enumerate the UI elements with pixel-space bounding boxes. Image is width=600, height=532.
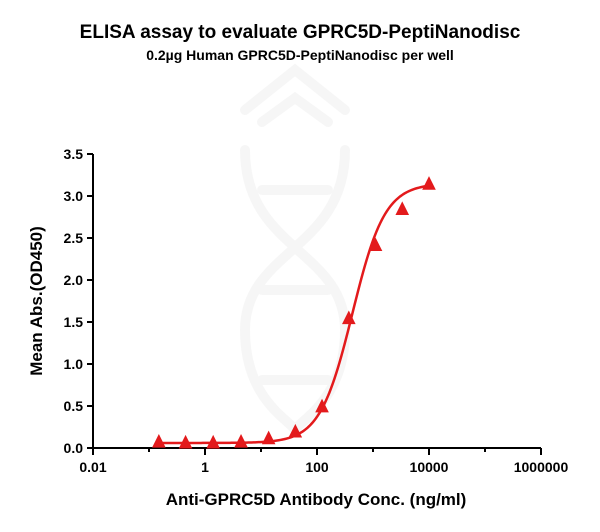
data-point-triangle (234, 434, 248, 448)
data-point-triangle (288, 423, 303, 438)
chart-title: ELISA assay to evaluate GPRC5D-PeptiNano… (79, 22, 521, 43)
y-tick-label: 1.5 (64, 314, 84, 330)
data-point-triangle (206, 434, 220, 449)
y-tick-label: 0.5 (64, 398, 84, 414)
y-tick-label: 3.0 (64, 188, 84, 204)
data-point-triangle (342, 310, 356, 325)
data-point-triangle (152, 434, 166, 448)
data-point-triangle (395, 201, 410, 215)
watermark-logo (239, 63, 351, 435)
x-tick-label: 1 (201, 459, 209, 475)
y-tick-label: 1.0 (64, 356, 84, 372)
y-axis-label: Mean Abs.(OD450) (27, 226, 46, 376)
data-point-triangle (178, 434, 193, 449)
chart-subtitle: 0.2µg Human GPRC5D-PeptiNanodisc per wel… (146, 47, 454, 63)
y-tick-label: 3.5 (64, 146, 84, 162)
data-point-triangle (315, 398, 329, 413)
y-tick-label: 2.5 (64, 230, 84, 246)
data-point-triangle (261, 430, 276, 445)
y-tick-label: 0.0 (64, 440, 84, 456)
y-tick-label: 2.0 (64, 272, 84, 288)
x-tick-label: 1000000 (514, 459, 569, 475)
x-tick-label: 100 (305, 459, 329, 475)
x-tick-label: 0.01 (79, 459, 106, 475)
fit-curve (158, 184, 430, 445)
x-tick-label: 10000 (410, 459, 449, 475)
data-point-triangle (422, 176, 436, 190)
data-point-triangle (368, 237, 383, 252)
x-axis-label: Anti-GPRC5D Antibody Conc. (ng/ml) (166, 490, 467, 509)
